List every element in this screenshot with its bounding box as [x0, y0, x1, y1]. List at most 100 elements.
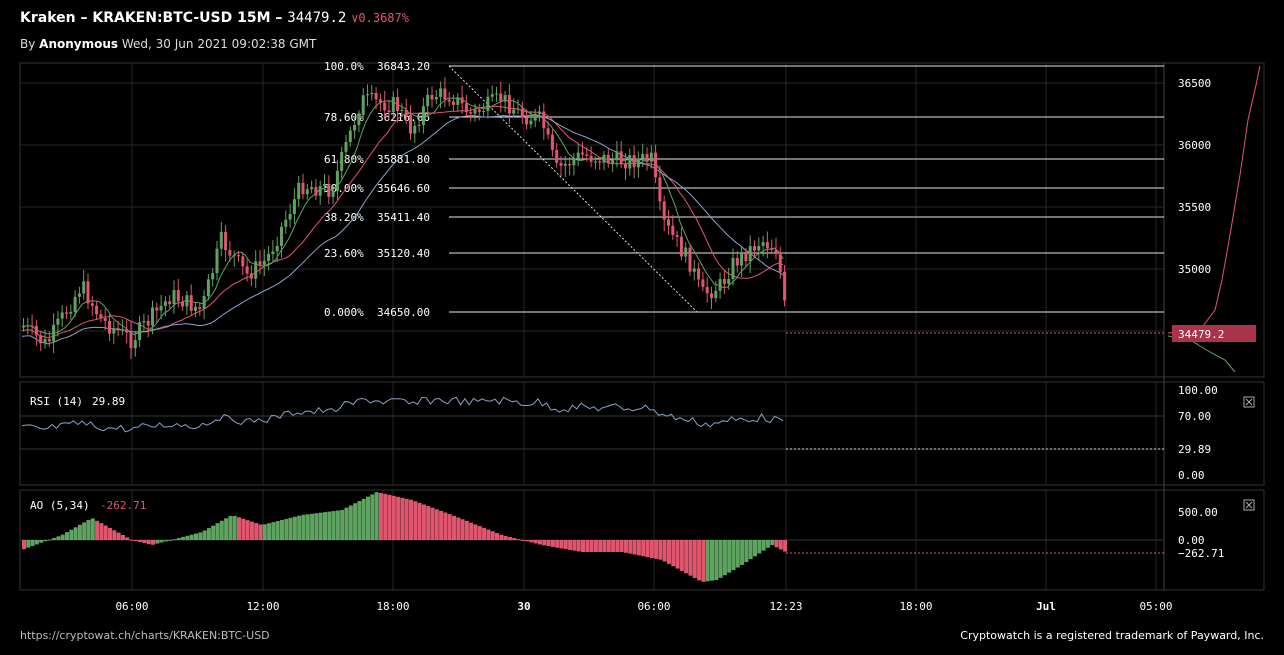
ao-bar	[495, 533, 499, 540]
price-change: ∨0.3687%	[351, 11, 409, 25]
ao-bar	[525, 540, 530, 542]
ao-bar	[602, 540, 607, 552]
candle-body	[477, 109, 481, 112]
ao-bar	[520, 540, 525, 541]
ao-bar	[645, 540, 650, 558]
ao-bar	[245, 520, 250, 540]
candle-body	[753, 246, 756, 251]
ao-bar	[95, 520, 100, 540]
candle-body	[731, 257, 735, 280]
candle-body	[189, 295, 193, 311]
ao-bar	[542, 540, 547, 546]
ao-bar	[529, 540, 534, 543]
ao-bar	[378, 492, 383, 540]
ao-bar	[675, 540, 680, 569]
candle-body	[606, 154, 610, 164]
candle-body	[271, 251, 275, 254]
candle-body	[228, 250, 232, 256]
time-tick: 30	[517, 600, 530, 613]
ao-bar	[340, 509, 345, 540]
ao-bar	[327, 511, 332, 540]
ao-bar	[636, 540, 641, 556]
ao-bar	[456, 517, 461, 540]
candle-body	[413, 125, 417, 134]
candle-body	[559, 162, 563, 166]
ao-bar	[400, 497, 405, 540]
ao-bar	[370, 494, 375, 540]
ao-bar	[624, 540, 628, 553]
candle-body	[318, 186, 322, 196]
candle-body	[387, 110, 391, 112]
ao-bar	[310, 513, 315, 540]
ao-bar	[133, 540, 138, 541]
candle-body	[125, 329, 129, 333]
author: Anonymous	[39, 37, 119, 51]
candle-body	[589, 155, 593, 162]
candle-body	[667, 219, 670, 226]
ao-tick: −262.71	[1178, 547, 1224, 560]
ao-bar	[34, 540, 39, 545]
ao-bar	[125, 537, 130, 540]
candle-body	[108, 320, 111, 334]
ao-bar	[90, 518, 95, 540]
ao-bar	[391, 495, 396, 540]
ao-bar	[443, 512, 448, 540]
ao-bar	[735, 540, 740, 568]
ao-bar	[585, 540, 590, 552]
ao-bar	[215, 523, 220, 540]
candle-body	[73, 296, 77, 313]
ao-bar	[503, 535, 508, 540]
candle-body	[456, 97, 460, 105]
candle-body	[391, 97, 395, 112]
candle-body	[146, 320, 150, 326]
candle-body	[735, 257, 739, 266]
price-tick: 35500	[1178, 201, 1211, 214]
candle-body	[39, 335, 43, 344]
fib-level-pct: 78.60%	[324, 111, 364, 124]
chart-title: Kraken – KRAKEN:BTC-USD 15M – 34479.2 ∨0…	[20, 10, 409, 26]
candle-body	[112, 328, 116, 334]
ao-bar	[761, 540, 766, 551]
fib-level-pct: 61.80%	[324, 153, 364, 166]
candle-body	[56, 318, 60, 325]
ao-bar	[499, 534, 504, 540]
candle-body	[400, 109, 404, 111]
interval: 15M	[237, 10, 271, 26]
candle-body	[421, 106, 425, 126]
candle-body	[581, 152, 584, 155]
time-tick: Jul	[1036, 600, 1056, 613]
candle-body	[305, 189, 309, 195]
ao-bar	[219, 520, 224, 540]
ao-bar	[649, 540, 654, 558]
ao-bar	[232, 515, 237, 540]
ao-bar	[249, 521, 254, 540]
ao-bar	[611, 540, 616, 552]
candle-body	[516, 108, 520, 110]
rsi-tick: 100.00	[1178, 384, 1218, 397]
ao-bar	[512, 538, 517, 540]
title-separator: –	[275, 10, 283, 26]
candle-body	[624, 163, 627, 169]
ao-bar	[159, 540, 164, 543]
ao-bar	[258, 524, 263, 540]
ao-close-icon[interactable]	[1243, 499, 1255, 511]
chart-url[interactable]: https://cryptowat.ch/charts/KRAKEN:BTC-U…	[20, 629, 270, 642]
candle-body	[447, 99, 451, 102]
candle-body	[224, 231, 228, 251]
candle-body	[598, 161, 602, 163]
fib-level-price: 35646.60	[377, 182, 430, 195]
candle-body	[632, 155, 636, 168]
ao-bar	[47, 539, 52, 541]
ao-bar	[224, 518, 229, 540]
rsi-value: 29.89	[92, 395, 125, 408]
price-tick: 36500	[1178, 77, 1211, 90]
rsi-close-icon[interactable]	[1243, 396, 1255, 408]
ao-bar	[301, 514, 306, 540]
current-price-label: 34479.2	[1178, 328, 1224, 341]
last-price: 34479.2	[287, 10, 347, 26]
candle-body	[69, 312, 73, 314]
ao-bar	[774, 540, 779, 548]
ao-bar	[409, 499, 413, 540]
ao-bar	[765, 540, 770, 548]
